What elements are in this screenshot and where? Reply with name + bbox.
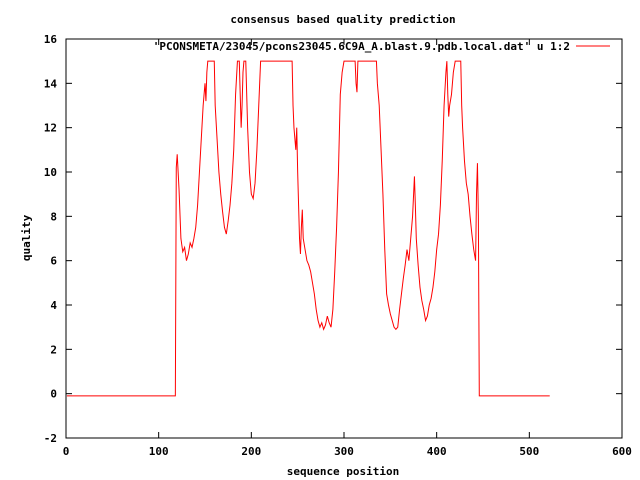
y-tick-label: 6 (50, 255, 57, 268)
x-tick-label: 300 (334, 445, 354, 458)
x-tick-label: 100 (149, 445, 169, 458)
x-tick-label: 500 (519, 445, 539, 458)
series-layer (66, 60, 550, 397)
series-line (66, 60, 550, 397)
x-tick-label: 200 (241, 445, 261, 458)
y-tick-label: 8 (50, 210, 57, 223)
x-tick-label: 0 (63, 445, 70, 458)
y-tick-label: 4 (50, 299, 57, 312)
y-tick-label: 2 (50, 343, 57, 356)
y-tick-label: 10 (44, 166, 57, 179)
y-tick-label: 12 (44, 122, 57, 135)
legend-label: 'PCONSMETA/23045/pcons23045.6C9A_A.blast… (153, 40, 570, 53)
plot-frame (65, 38, 623, 439)
chart-title: consensus based quality prediction (230, 13, 455, 26)
y-tick-label: -2 (44, 432, 57, 445)
y-axis-label: quality (20, 214, 33, 261)
x-tick-label: 400 (427, 445, 447, 458)
y-tick-label: 0 (50, 388, 57, 401)
y-tick-label: 14 (44, 77, 58, 90)
legend: 'PCONSMETA/23045/pcons23045.6C9A_A.blast… (153, 40, 610, 53)
y-tick-label: 16 (44, 33, 58, 46)
x-tick-label: 600 (612, 445, 632, 458)
axis-ticks: 0 100 200 300 400 500 600 -2 0 2 4 6 8 10 12 14 16 (44, 33, 632, 458)
x-axis-label: sequence position (287, 465, 400, 478)
